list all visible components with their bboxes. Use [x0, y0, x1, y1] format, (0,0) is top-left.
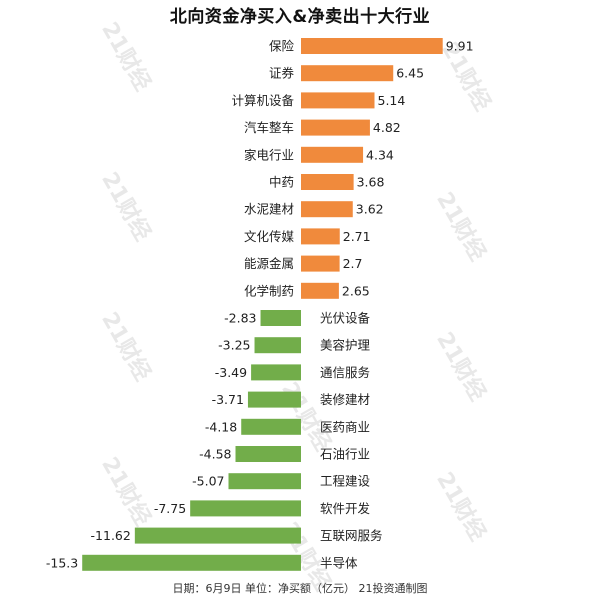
- category-label-4: 家电行业: [244, 147, 294, 162]
- bar-3: [301, 119, 370, 136]
- category-label-1: 证券: [269, 66, 295, 81]
- value-label-4: 4.34: [366, 147, 394, 162]
- chart-footer: 日期：6月9日 单位：净买额（亿元） 21投资通制图: [172, 582, 428, 595]
- watermark-7: 21财经: [431, 468, 491, 546]
- category-label-8: 能源金属: [244, 256, 294, 271]
- category-label-5: 中药: [269, 175, 294, 190]
- value-label-10: -2.83: [224, 311, 256, 326]
- bar-11: [254, 337, 301, 354]
- category-label-10: 光伏设备: [320, 311, 371, 326]
- category-label-11: 美容护理: [320, 338, 371, 353]
- category-label-3: 汽车整车: [244, 120, 294, 135]
- labels-layer: 保险 9.91 证券 6.45 计算机设备 5.14 汽车整车 4.82 家电行业 4.34 中药 3…: [46, 39, 474, 571]
- bar-18: [134, 527, 301, 544]
- bar-19: [82, 554, 302, 571]
- value-label-12: -3.49: [215, 365, 247, 380]
- category-label-14: 医药商业: [320, 419, 370, 434]
- value-label-8: 2.7: [343, 256, 363, 271]
- value-label-2: 5.14: [378, 93, 406, 108]
- value-label-6: 3.62: [356, 202, 384, 217]
- value-label-13: -3.71: [212, 392, 244, 407]
- value-label-3: 4.82: [373, 120, 401, 135]
- bars-layer: [82, 38, 443, 571]
- watermark-3: 21财经: [431, 188, 491, 266]
- category-label-12: 通信服务: [320, 365, 370, 380]
- bar-1: [301, 65, 394, 82]
- watermark-4: 21财经: [96, 308, 156, 386]
- watermark-0: 21财经: [96, 18, 156, 96]
- value-label-15: -4.58: [199, 447, 231, 462]
- bar-8: [301, 255, 340, 272]
- watermark-5: 21财经: [431, 328, 491, 406]
- category-label-7: 文化传媒: [244, 229, 295, 244]
- value-label-11: -3.25: [218, 338, 250, 353]
- value-label-5: 3.68: [357, 175, 385, 190]
- bar-5: [301, 174, 354, 190]
- watermark-8: 21财经: [276, 378, 336, 456]
- bar-16: [228, 473, 301, 490]
- watermark-2: 21财经: [96, 168, 156, 246]
- value-label-16: -5.07: [192, 474, 224, 489]
- bar-13: [247, 391, 301, 408]
- category-label-6: 水泥建材: [244, 202, 294, 217]
- value-label-9: 2.65: [342, 283, 370, 298]
- value-label-0: 9.91: [446, 39, 474, 54]
- value-label-18: -11.62: [91, 528, 131, 543]
- bar-12: [251, 364, 301, 381]
- value-label-7: 2.71: [343, 229, 371, 244]
- category-label-18: 互联网服务: [320, 528, 383, 543]
- bar-10: [260, 310, 301, 326]
- value-label-17: -7.75: [154, 501, 186, 516]
- value-label-1: 6.45: [396, 66, 424, 81]
- watermark-6: 21财经: [96, 453, 156, 531]
- category-label-9: 化学制药: [244, 283, 294, 298]
- bar-4: [301, 146, 364, 163]
- bar-7: [301, 228, 340, 245]
- bar-6: [301, 201, 353, 218]
- category-label-17: 软件开发: [320, 501, 371, 516]
- category-label-0: 保险: [269, 39, 295, 54]
- chart-title: 北向资金净买入&净卖出十大行业: [169, 7, 431, 27]
- bar-0: [301, 38, 443, 54]
- category-label-13: 装修建材: [320, 392, 370, 407]
- category-label-19: 半导体: [320, 555, 358, 570]
- category-label-15: 石油行业: [320, 447, 370, 462]
- category-label-16: 工程建设: [320, 474, 371, 489]
- value-label-14: -4.18: [205, 419, 237, 434]
- bar-15: [235, 446, 301, 462]
- bar-17: [190, 500, 301, 517]
- bar-9: [301, 282, 339, 299]
- category-label-2: 计算机设备: [231, 93, 294, 108]
- value-label-19: -15.3: [46, 555, 78, 570]
- bar-14: [241, 418, 301, 435]
- bar-2: [301, 92, 375, 109]
